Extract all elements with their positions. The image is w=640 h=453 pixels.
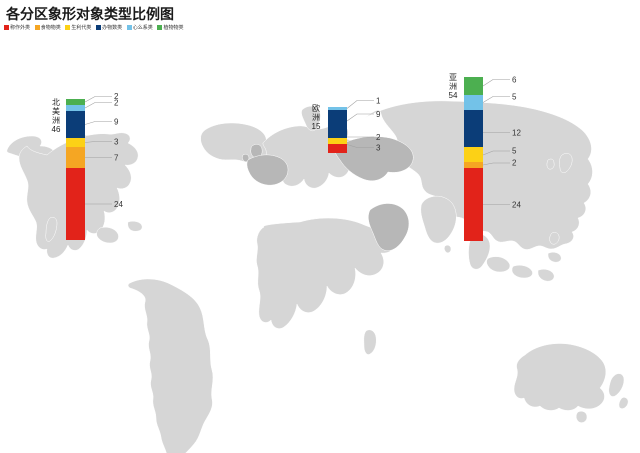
svg-text:24: 24 [114,200,123,209]
svg-text:5: 5 [512,93,517,102]
svg-text:2: 2 [114,99,119,108]
svg-text:9: 9 [376,110,381,119]
svg-text:5: 5 [512,147,517,156]
svg-text:6: 6 [512,76,517,85]
svg-text:12: 12 [512,129,521,138]
svg-text:3: 3 [114,138,119,147]
svg-text:9: 9 [114,118,119,127]
svg-text:3: 3 [376,144,381,153]
svg-text:24: 24 [512,201,521,210]
svg-text:7: 7 [114,154,119,163]
svg-text:2: 2 [512,159,517,168]
svg-text:1: 1 [376,97,381,106]
svg-text:2: 2 [376,133,381,142]
